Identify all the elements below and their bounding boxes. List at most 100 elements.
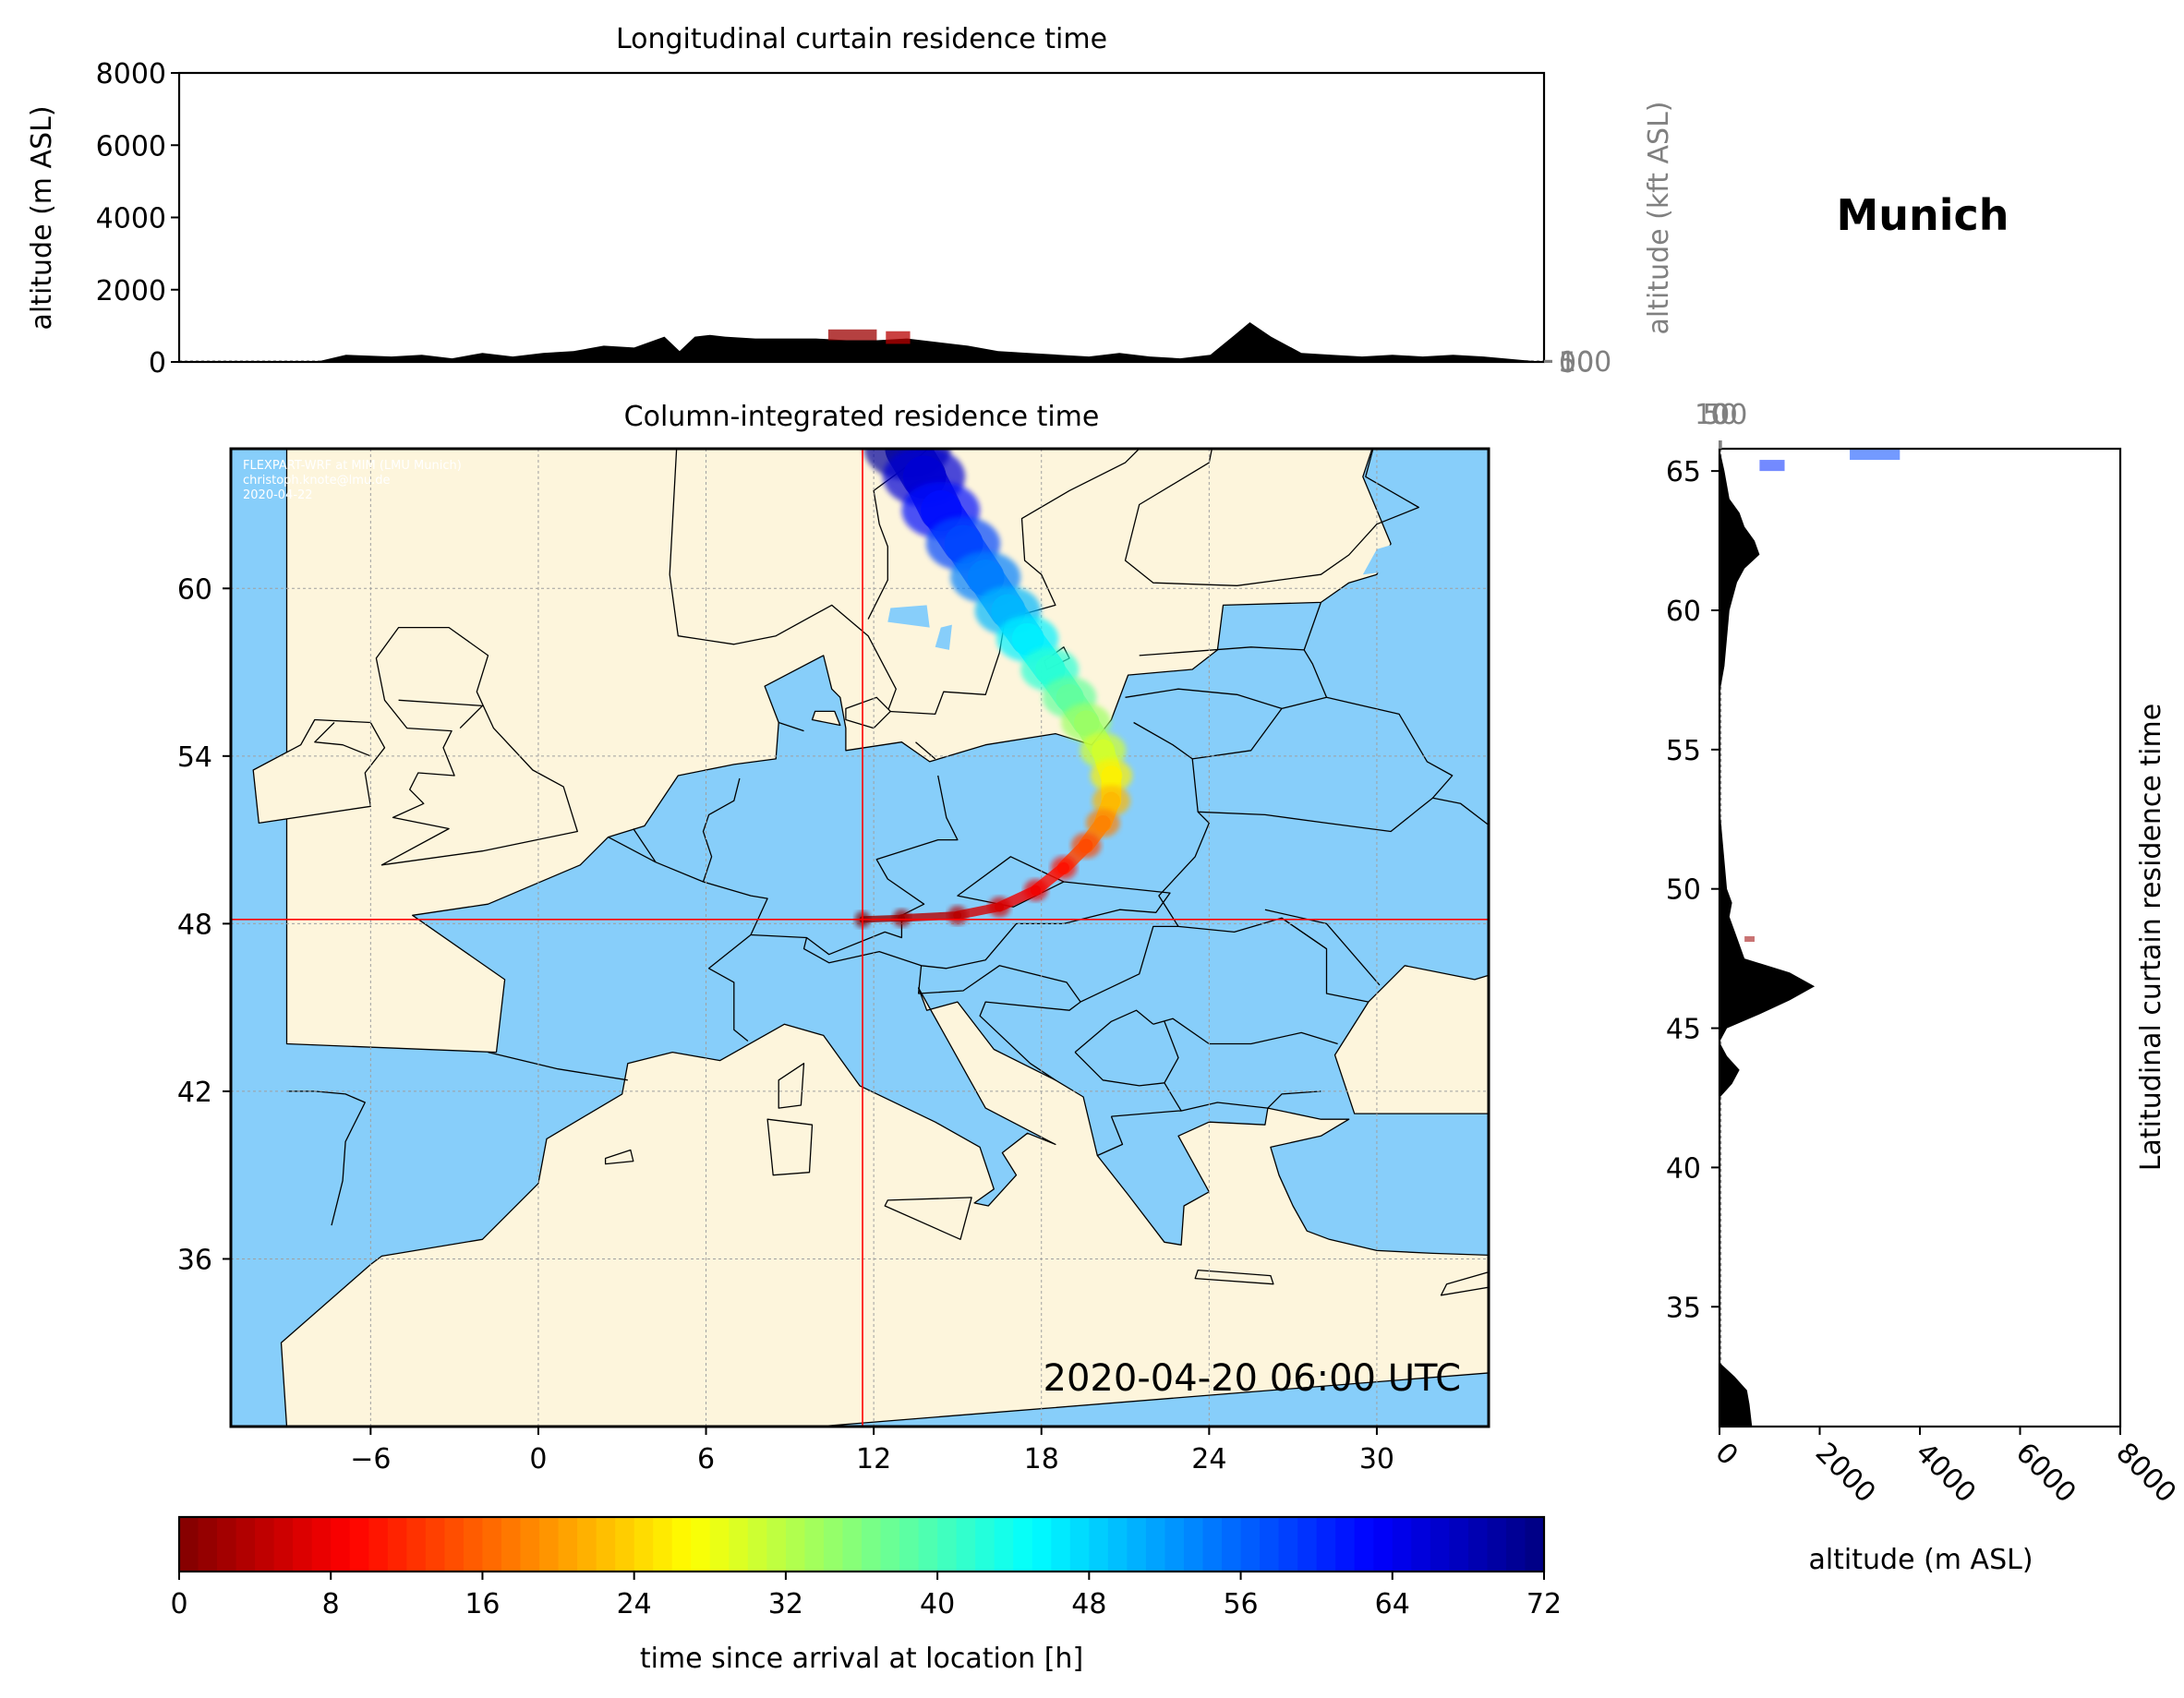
right-ytick-label: 55: [1666, 735, 1701, 767]
colorbar-cell: [842, 1517, 863, 1572]
country-border: [1198, 797, 1489, 833]
colorbar-cell: [615, 1517, 635, 1572]
right-residence-patches: [1744, 449, 1900, 943]
country-border: [1264, 909, 1381, 986]
colorbar-cell: [444, 1517, 465, 1572]
right-x-ticks: 0 2000 4000 6000 8000: [1708, 1427, 2182, 1510]
colorbar-cell: [1525, 1517, 1545, 1572]
map-xtick-label: 6: [697, 1443, 715, 1475]
country-border: [1097, 1115, 1124, 1157]
colorbar-cell: [1411, 1517, 1431, 1572]
colorbar-cell: [368, 1517, 389, 1572]
top-ytick-label: 6000: [96, 130, 166, 163]
country-border: [1152, 1018, 1338, 1045]
map-ytick-label: 36: [177, 1244, 212, 1276]
land-ireland: [252, 718, 386, 825]
colorbar-cell: [1373, 1517, 1394, 1572]
country-border: [1074, 1009, 1154, 1054]
colorbar-cell: [671, 1517, 692, 1572]
colorbar-cell: [217, 1517, 237, 1572]
colorbar-cell: [1316, 1517, 1336, 1572]
colorbar-cell: [1240, 1517, 1261, 1572]
country-border: [702, 777, 741, 883]
colorbar-cell: [994, 1517, 1014, 1572]
colorbar-cell: [596, 1517, 616, 1572]
lake-vattern: [935, 624, 952, 650]
colorbar-cell: [899, 1517, 920, 1572]
colorbar-cell: [918, 1517, 938, 1572]
top-axes-frame: [177, 71, 1546, 364]
colorbar-cell: [406, 1517, 427, 1572]
map-ytick-label: 48: [177, 909, 212, 941]
colorbar-cell: [729, 1517, 749, 1572]
right-residence-patch: [1744, 935, 1755, 943]
land-cyprus: [1440, 1271, 1489, 1296]
land-corsica: [778, 1063, 805, 1109]
land-crete: [1194, 1269, 1274, 1285]
top-ytick-right-label: 100: [1559, 346, 1611, 379]
colorbar-cell: [387, 1517, 407, 1572]
map-axes-frame: [229, 447, 1490, 1428]
right-xtick-label: 4000: [1909, 1437, 1982, 1510]
colorbar-cell: [255, 1517, 275, 1572]
map-xtick-label: 24: [1191, 1443, 1226, 1475]
colorbar-tick-label: 56: [1223, 1588, 1258, 1620]
colorbar-cell: [956, 1517, 976, 1572]
top-residence-patch: [886, 331, 911, 344]
top-ylabel-right: altitude (kft ASL): [1643, 101, 1675, 334]
country-border: [1125, 688, 1283, 710]
colorbar-cell: [331, 1517, 351, 1572]
colorbar-frame: [177, 1515, 1546, 1573]
country-border: [398, 699, 484, 729]
map-y-ticks: 36 42 48 54 60: [177, 573, 231, 1276]
land-zealand: [845, 696, 891, 729]
colorbar-cell: [1354, 1517, 1374, 1572]
colorbar-cell: [1145, 1517, 1166, 1572]
colorbar-tick-label: 72: [1526, 1588, 1562, 1620]
top-residence-patches: [827, 329, 911, 344]
colorbar-cell: [1505, 1517, 1526, 1572]
colorbar-cell: [520, 1517, 540, 1572]
right-terrain-area: [1719, 449, 1816, 1427]
country-border: [1281, 917, 1327, 950]
colorbar-cell: [349, 1517, 369, 1572]
colorbar-cell: [235, 1517, 256, 1572]
top-ytick-label: 4000: [96, 203, 166, 235]
colorbar-tick-label: 40: [920, 1588, 955, 1620]
country-border: [778, 721, 804, 732]
right-xtick-label: 6000: [2009, 1437, 2082, 1510]
map-xtick-label: 30: [1359, 1443, 1394, 1475]
colorbar-cell: [1051, 1517, 1071, 1572]
top-residence-patch: [827, 329, 877, 341]
colorbar-cell: [785, 1517, 806, 1572]
country-border: [1139, 646, 1305, 656]
colorbar-cell: [501, 1517, 522, 1572]
colorbar-tick-label: 48: [1071, 1588, 1106, 1620]
colorbar-cell: [1467, 1517, 1489, 1572]
colorbar-cell: [463, 1517, 484, 1572]
right-ytick-label: 45: [1666, 1014, 1701, 1046]
colorbar-cell: [862, 1517, 882, 1572]
right-residence-patch: [1759, 460, 1785, 472]
country-border: [1111, 1110, 1182, 1117]
country-border: [633, 828, 657, 863]
lake-ladoga: [1362, 540, 1447, 575]
country-border: [915, 741, 936, 760]
right-xtick-top-label: 0: [1710, 399, 1728, 431]
land-sicily: [884, 1197, 972, 1240]
map-timestamp: 2020-04-20 06:00 UTC: [1044, 1357, 1461, 1400]
map-crosshair: [231, 449, 1489, 1427]
colorbar-cell: [273, 1517, 294, 1572]
colorbar-cell: [747, 1517, 767, 1572]
country-border: [1080, 917, 1370, 1003]
colorbar-cell: [1260, 1517, 1280, 1572]
right-xtick-label: 2000: [1809, 1437, 1882, 1510]
top-ytick-right-label: 50: [1559, 346, 1594, 379]
colorbar-cell: [1069, 1517, 1090, 1572]
colorbar-cell: [1487, 1517, 1507, 1572]
map-panel: Column-integrated residence time FLEXPAR…: [177, 401, 1490, 1475]
colorbar-cell: [311, 1517, 332, 1572]
